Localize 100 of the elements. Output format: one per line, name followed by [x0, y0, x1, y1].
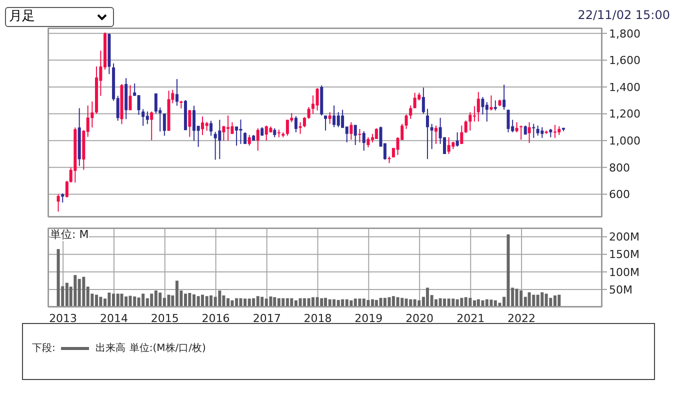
candlestick — [286, 119, 289, 136]
x-tick-label: 2021 — [456, 312, 485, 325]
candlestick — [150, 111, 154, 141]
candlestick — [137, 94, 140, 116]
candlestick — [472, 106, 476, 122]
candlestick — [210, 120, 213, 136]
candlestick — [540, 126, 544, 138]
candlestick — [520, 125, 523, 140]
x-tick-label: 2014 — [100, 312, 128, 325]
bar — [184, 294, 187, 307]
candlestick — [162, 113, 166, 136]
y-tick-label: 1,000 — [609, 134, 640, 148]
bar — [540, 292, 544, 307]
bar — [515, 288, 518, 307]
candlestick — [128, 84, 132, 111]
legend-title: 下段: — [32, 342, 56, 355]
candlestick — [434, 125, 438, 144]
candlestick — [214, 131, 217, 160]
y-tick-label: 800 — [609, 161, 630, 174]
candlestick — [485, 102, 488, 122]
bar — [536, 294, 540, 307]
bar — [154, 290, 158, 307]
bar — [256, 296, 260, 307]
bar — [78, 278, 81, 307]
y-tick-label: 1,800 — [609, 27, 640, 40]
candlestick — [481, 96, 484, 115]
candlestick — [142, 108, 145, 126]
bar — [269, 296, 272, 307]
bar — [133, 296, 136, 307]
bar — [277, 298, 280, 307]
candlestick — [409, 104, 412, 120]
bar — [252, 298, 256, 307]
bar — [544, 294, 548, 307]
bar — [506, 234, 510, 307]
text: 単位:(M株/口/枚) — [129, 342, 206, 355]
bar — [528, 292, 531, 307]
y-tick-label: 100M — [609, 266, 640, 279]
candlestick — [256, 128, 260, 152]
bar — [558, 294, 561, 307]
bar — [320, 298, 324, 307]
bar — [464, 297, 468, 307]
candlestick — [506, 109, 510, 133]
bar — [286, 298, 289, 307]
candlestick — [264, 125, 268, 142]
candlestick — [244, 132, 247, 144]
bar — [201, 294, 204, 307]
candlestick — [336, 112, 340, 128]
candlestick — [464, 120, 468, 134]
candlestick — [235, 126, 238, 146]
bar — [188, 292, 192, 307]
candlestick — [532, 123, 536, 138]
candlestick — [528, 122, 531, 144]
candlestick — [175, 78, 178, 106]
candlestick — [468, 112, 472, 132]
bar — [553, 295, 556, 307]
candlestick — [218, 119, 222, 160]
y-tick-label: 50M — [609, 283, 632, 296]
candlestick — [456, 132, 459, 148]
bar — [56, 249, 60, 307]
x-tick-label: 2018 — [304, 312, 332, 325]
bar — [282, 298, 285, 307]
candlestick — [354, 124, 357, 146]
candlestick — [56, 194, 60, 212]
candlestick — [358, 128, 362, 143]
candlestick — [460, 125, 464, 144]
bar — [210, 295, 213, 307]
legend-label: 出来高 — [95, 342, 126, 355]
candlestick — [502, 84, 506, 110]
candlestick — [332, 104, 336, 128]
bar — [196, 296, 200, 307]
candlestick — [328, 112, 332, 124]
bar — [82, 276, 86, 307]
candlestick — [222, 125, 226, 142]
x-tick-label: 2017 — [252, 312, 281, 325]
bar — [175, 280, 178, 307]
candlestick — [298, 122, 302, 134]
candlestick — [426, 108, 429, 160]
candlestick — [374, 128, 378, 140]
y-tick-label: 150M — [609, 248, 640, 262]
text: 22/11/02 15:00 — [578, 8, 670, 22]
candlestick — [316, 88, 319, 111]
candlestick — [248, 134, 251, 146]
bar — [205, 296, 208, 307]
candlestick — [447, 136, 450, 154]
text: 月足 — [9, 9, 35, 24]
bar — [388, 297, 391, 307]
bar — [532, 294, 536, 307]
candlestick — [422, 87, 425, 114]
bar — [273, 297, 276, 307]
y-tick-label: 1,600 — [609, 54, 640, 68]
candlestick — [366, 136, 370, 148]
y-tick-label: 1,400 — [609, 80, 640, 94]
x-tick-label: 2016 — [202, 312, 230, 325]
candlestick — [230, 122, 234, 134]
candlestick — [350, 122, 353, 140]
bar — [239, 298, 242, 307]
bar — [74, 275, 77, 307]
y-tick-label: 1,200 — [609, 108, 640, 121]
bar — [298, 298, 302, 307]
candlestick — [146, 111, 149, 125]
